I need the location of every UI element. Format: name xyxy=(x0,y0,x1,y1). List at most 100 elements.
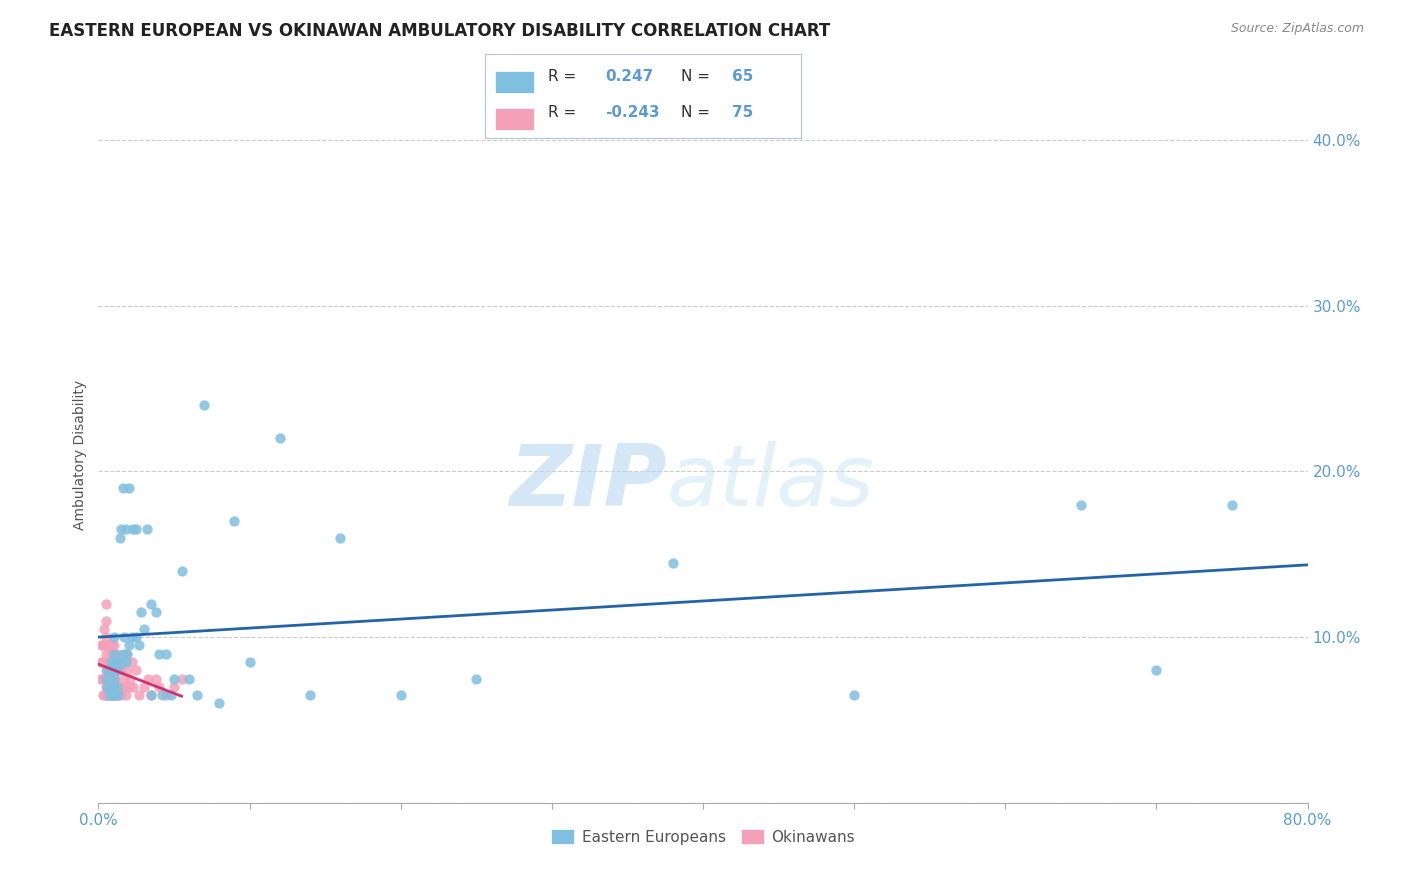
Point xyxy=(100,655,122,669)
Point xyxy=(329,531,352,545)
Point xyxy=(114,655,136,669)
Point xyxy=(661,556,683,570)
Point xyxy=(135,523,157,537)
Point xyxy=(103,688,125,702)
Point xyxy=(108,680,131,694)
Point xyxy=(96,663,118,677)
Text: R =: R = xyxy=(548,105,576,120)
Point xyxy=(104,672,127,686)
Point xyxy=(94,680,117,694)
Point xyxy=(141,688,163,702)
Point xyxy=(101,688,124,702)
Point xyxy=(115,647,138,661)
Point xyxy=(93,672,115,686)
Point xyxy=(104,688,127,702)
Point xyxy=(96,688,118,702)
Text: -0.243: -0.243 xyxy=(605,105,659,120)
Text: 75: 75 xyxy=(731,105,754,120)
Point xyxy=(121,630,143,644)
Point xyxy=(129,605,152,619)
Text: Source: ZipAtlas.com: Source: ZipAtlas.com xyxy=(1230,22,1364,36)
Point xyxy=(96,672,118,686)
Point xyxy=(103,688,125,702)
Point xyxy=(94,672,117,686)
Point xyxy=(141,688,163,702)
Point xyxy=(103,655,125,669)
Text: R =: R = xyxy=(548,69,576,84)
Point xyxy=(105,680,128,694)
Point xyxy=(103,647,125,661)
Point xyxy=(105,647,128,661)
Point xyxy=(170,564,193,578)
Point xyxy=(96,655,118,669)
Point xyxy=(465,672,488,686)
Point xyxy=(93,639,115,653)
Point xyxy=(108,655,131,669)
Text: ZIP: ZIP xyxy=(509,442,666,524)
Point xyxy=(145,605,167,619)
Bar xyxy=(495,71,534,93)
Point xyxy=(128,639,150,653)
Point xyxy=(110,655,132,669)
Point xyxy=(150,688,173,702)
Y-axis label: Ambulatory Disability: Ambulatory Disability xyxy=(73,380,87,530)
Point xyxy=(90,639,112,653)
Text: EASTERN EUROPEAN VS OKINAWAN AMBULATORY DISABILITY CORRELATION CHART: EASTERN EUROPEAN VS OKINAWAN AMBULATORY … xyxy=(49,22,831,40)
Point xyxy=(128,688,150,702)
Point xyxy=(1070,498,1092,512)
Point xyxy=(121,655,143,669)
Point xyxy=(104,663,127,677)
Point xyxy=(100,672,122,686)
Point xyxy=(94,647,117,661)
Point xyxy=(224,514,246,528)
Text: 65: 65 xyxy=(731,69,754,84)
Point xyxy=(114,647,136,661)
Point xyxy=(107,663,129,677)
Point xyxy=(163,672,186,686)
Point xyxy=(93,688,115,702)
Point xyxy=(105,655,128,669)
Point xyxy=(141,597,163,611)
Point xyxy=(208,697,231,711)
Point xyxy=(239,655,262,669)
Point xyxy=(100,688,122,702)
Point xyxy=(103,655,125,669)
Point xyxy=(111,680,134,694)
Point xyxy=(844,688,866,702)
Point xyxy=(160,688,183,702)
Point xyxy=(111,655,134,669)
Point xyxy=(148,680,170,694)
Point xyxy=(155,688,177,702)
Point xyxy=(103,672,125,686)
Point xyxy=(101,639,124,653)
Point xyxy=(90,672,112,686)
Point xyxy=(103,639,125,653)
Point xyxy=(179,672,201,686)
Point xyxy=(93,655,115,669)
Text: 0.247: 0.247 xyxy=(605,69,654,84)
Point xyxy=(98,663,121,677)
Point xyxy=(103,672,125,686)
Point xyxy=(94,597,117,611)
Point xyxy=(103,663,125,677)
Point xyxy=(107,663,129,677)
Point xyxy=(90,655,112,669)
Point xyxy=(94,614,117,628)
Point xyxy=(125,630,148,644)
Point xyxy=(269,431,291,445)
Point xyxy=(118,481,141,495)
Legend: Eastern Europeans, Okinawans: Eastern Europeans, Okinawans xyxy=(546,822,860,851)
Point xyxy=(94,672,117,686)
Point xyxy=(104,688,127,702)
Point xyxy=(112,672,135,686)
Point xyxy=(114,523,136,537)
Point xyxy=(115,663,138,677)
Point xyxy=(122,680,145,694)
Point xyxy=(112,630,135,644)
Point xyxy=(103,630,125,644)
Point xyxy=(98,672,121,686)
Bar xyxy=(495,109,534,130)
Point xyxy=(110,523,132,537)
Point xyxy=(105,663,128,677)
Point xyxy=(111,481,134,495)
